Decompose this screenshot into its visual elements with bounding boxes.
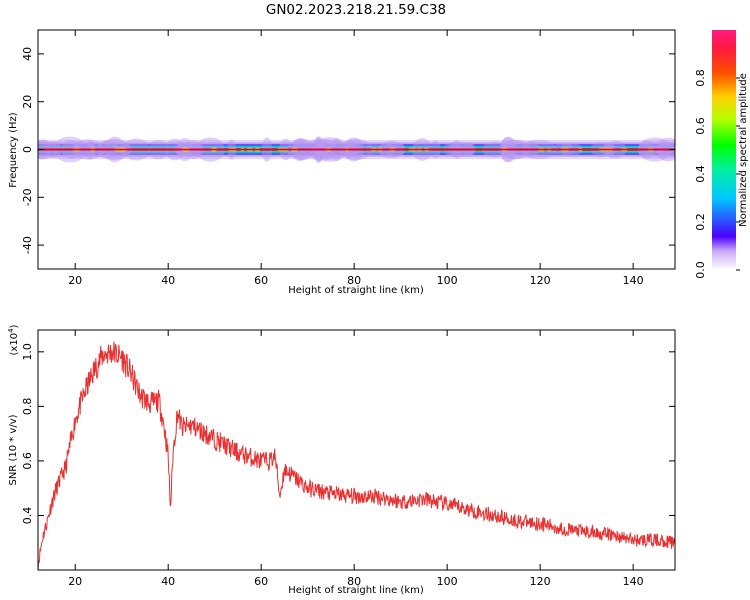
x-tick-label: 120: [530, 274, 551, 287]
colorbar-ticks: 0.0 0.2 0.4 0.6 0.8: [694, 69, 740, 279]
colorbar-tick-label: 0.6: [694, 117, 707, 135]
spectrogram-plot: 20 40 60 80 100 120 140 -40 -20 0 20 40 Height of …: [8, 29, 676, 296]
snr-plot: 20 40 60 80 100 120 140 0.4 0.6 0.8 1.0 Height of…: [7, 324, 676, 596]
y-tick-label: -20: [21, 188, 34, 206]
x-tick-label: 120: [530, 575, 551, 588]
y-tick-label: 0.8: [21, 398, 34, 416]
snr-scale-label: (x104): [7, 324, 20, 355]
snr-area: [38, 330, 675, 570]
y-tick-label: 1.0: [21, 343, 34, 361]
colorbar-label: Normalized spectral amplitude: [738, 73, 749, 227]
snr-frame: [37, 329, 676, 571]
x-tick-label: 60: [254, 274, 268, 287]
x-tick-label: 140: [623, 274, 644, 287]
snr-y-ticks: 0.4 0.6 0.8 1.0: [21, 343, 675, 524]
x-tick-label: 140: [623, 575, 644, 588]
snr-x-ticks: 20 40 60 80 100 120 140: [68, 330, 644, 588]
y-tick-label: 0.4: [21, 507, 34, 525]
y-tick-label: -40: [21, 236, 34, 254]
spectrogram-x-ticks: 20 40 60 80 100 120 140: [68, 30, 644, 287]
x-tick-label: 80: [347, 575, 361, 588]
x-tick-label: 40: [161, 274, 175, 287]
spectrogram-y-label: Frequency (Hz): [8, 112, 19, 188]
x-tick-label: 100: [437, 575, 458, 588]
colorbar-strip: [712, 30, 736, 270]
colorbar-tick-label: 0.4: [694, 165, 707, 183]
y-tick-label: 0.6: [21, 452, 34, 470]
x-tick-label: 20: [68, 575, 82, 588]
colorbar-tick-label: 0.0: [694, 261, 707, 279]
y-tick-label: 0: [21, 146, 34, 153]
spectral-band: [38, 136, 675, 163]
snr-x-label: Height of straight line (km): [288, 585, 424, 596]
x-tick-label: 40: [161, 575, 175, 588]
snr-series-line: [38, 341, 675, 570]
colorbar-tick-label: 0.2: [694, 213, 707, 231]
colorbar: 0.0 0.2 0.4 0.6 0.8 Normalized spectral ampl…: [694, 30, 749, 279]
x-tick-label: 80: [347, 274, 361, 287]
y-tick-label: 40: [21, 47, 34, 61]
y-tick-label: 20: [21, 95, 34, 109]
spectrogram-x-label: Height of straight line (km): [288, 285, 424, 296]
chart-title: GN02.2023.218.21.59.C38: [266, 2, 446, 18]
x-tick-label: 60: [254, 575, 268, 588]
x-tick-label: 20: [68, 274, 82, 287]
snr-y-label: SNR (10 * v/v): [8, 414, 19, 485]
x-tick-label: 100: [437, 274, 458, 287]
spectrogram-y-ticks: -40 -20 0 20 40: [21, 47, 675, 254]
colorbar-tick-label: 0.8: [694, 69, 707, 87]
